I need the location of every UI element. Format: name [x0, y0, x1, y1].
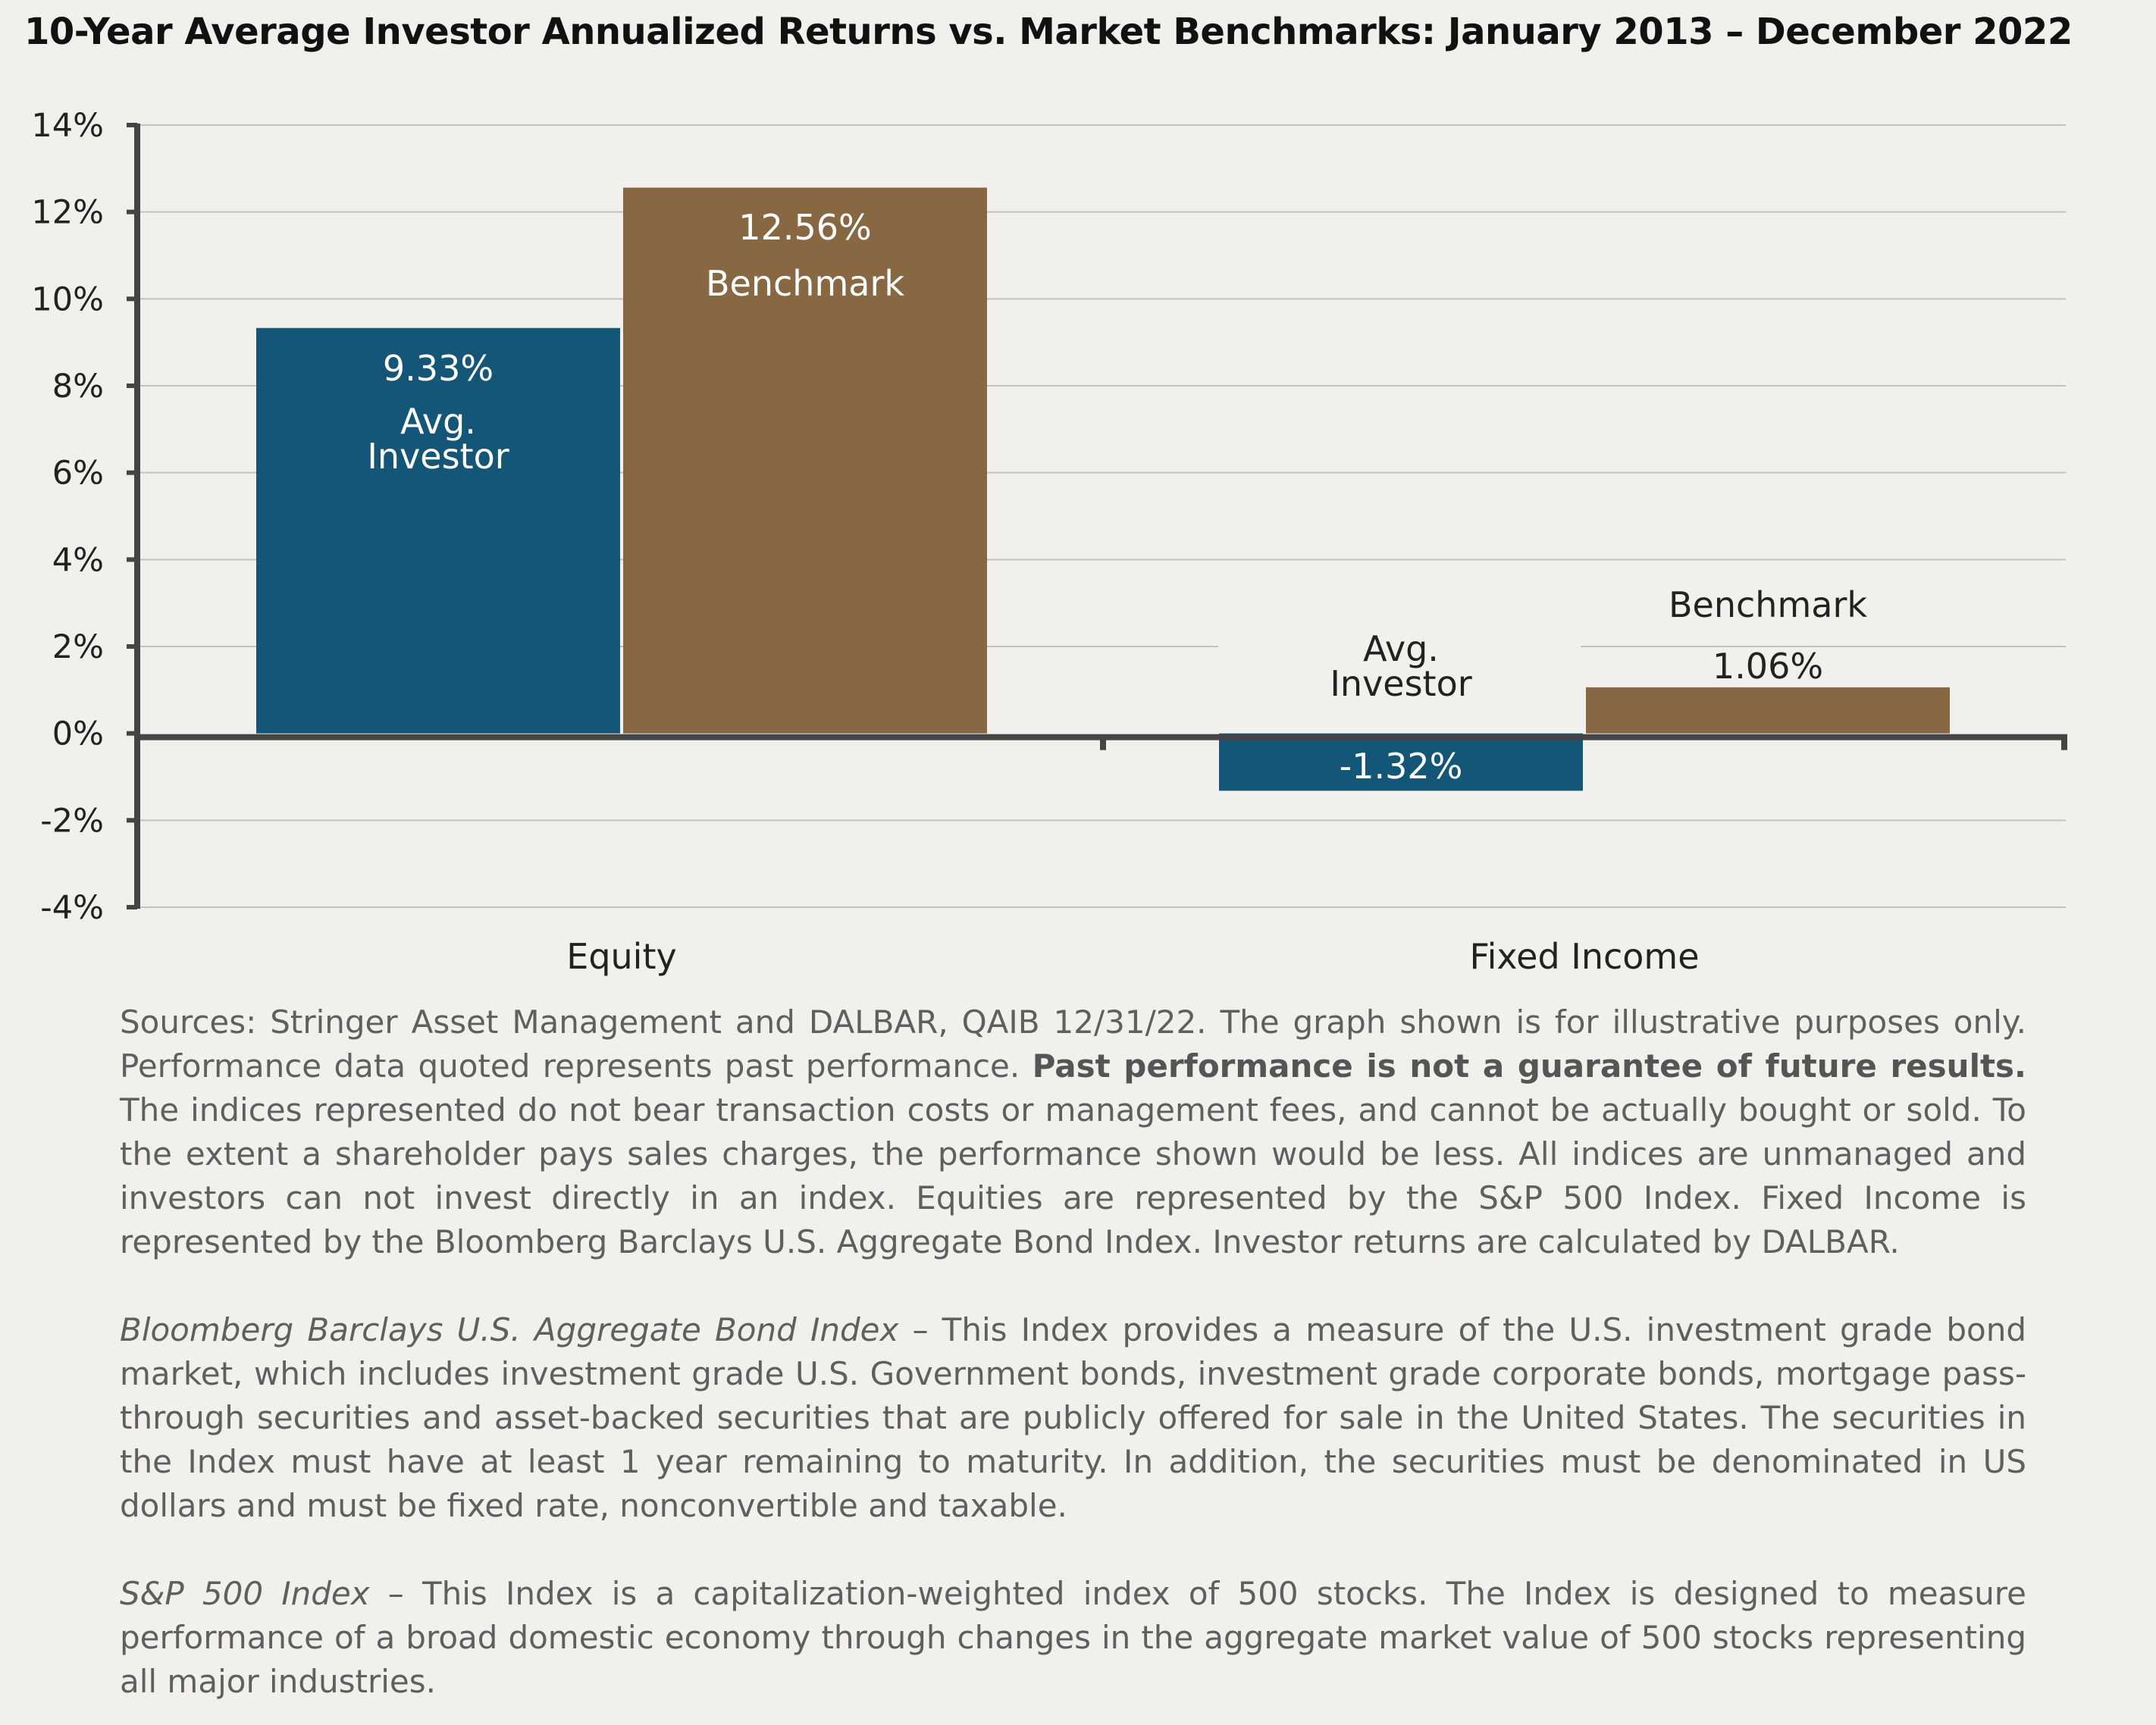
axes [127, 123, 2067, 909]
footnotes: Sources: Stringer Asset Management and D… [120, 1000, 2026, 1704]
bars [256, 187, 1950, 791]
x-tick-label: Fixed Income [1469, 936, 1699, 977]
benchmark-bar-equity [623, 187, 987, 734]
series-label: Avg. [400, 401, 476, 442]
x-tick-label: Equity [566, 936, 676, 977]
y-tick-label: 12% [31, 194, 104, 232]
y-tick-label: 4% [52, 541, 104, 579]
data-label: -1.32% [1340, 746, 1463, 787]
data-label: 12.56% [738, 207, 871, 248]
sp500-note: S&P 500 Index – This Index is a capitali… [120, 1575, 2026, 1700]
series-label: Avg. [1363, 628, 1439, 669]
labels: 14% 12% 10% 8% 6% 4% 2% 0% -2% -4% Equity Fixed Inc… [31, 107, 1867, 977]
series-label: Investor [1330, 663, 1471, 704]
data-label: 1.06% [1713, 646, 1823, 687]
y-tick-label: 14% [31, 107, 104, 145]
sources-note: Sources: Stringer Asset Management and D… [120, 1003, 2026, 1260]
bar-chart: 14% 12% 10% 8% 6% 4% 2% 0% -2% -4% Equity Fixed Inc… [31, 107, 2067, 977]
disclaimer-bold: Past performance is not a guarantee of f… [1032, 1047, 2026, 1085]
benchmark-bar-fixed-income [1586, 687, 1950, 734]
y-tick-label: -2% [40, 802, 104, 840]
y-tick-label: 8% [52, 368, 104, 405]
investor-bar-fixed-income [1219, 733, 1583, 791]
y-tick-label: 6% [52, 455, 104, 493]
series-label: Benchmark [1669, 584, 1867, 625]
chart-title: 10-Year Average Investor Annualized Retu… [24, 11, 2073, 53]
series-label: Benchmark [706, 263, 904, 304]
investor-bar-equity [256, 327, 620, 734]
y-tick-label: 2% [52, 628, 104, 666]
bond-index-note: Bloomberg Barclays U.S. Aggregate Bond I… [120, 1311, 2026, 1524]
series-label: Investor [367, 436, 509, 477]
y-tick-label: 0% [52, 715, 104, 753]
y-tick-label: 10% [31, 280, 104, 318]
y-tick-label: -4% [40, 889, 104, 927]
data-label: 9.33% [383, 348, 494, 389]
